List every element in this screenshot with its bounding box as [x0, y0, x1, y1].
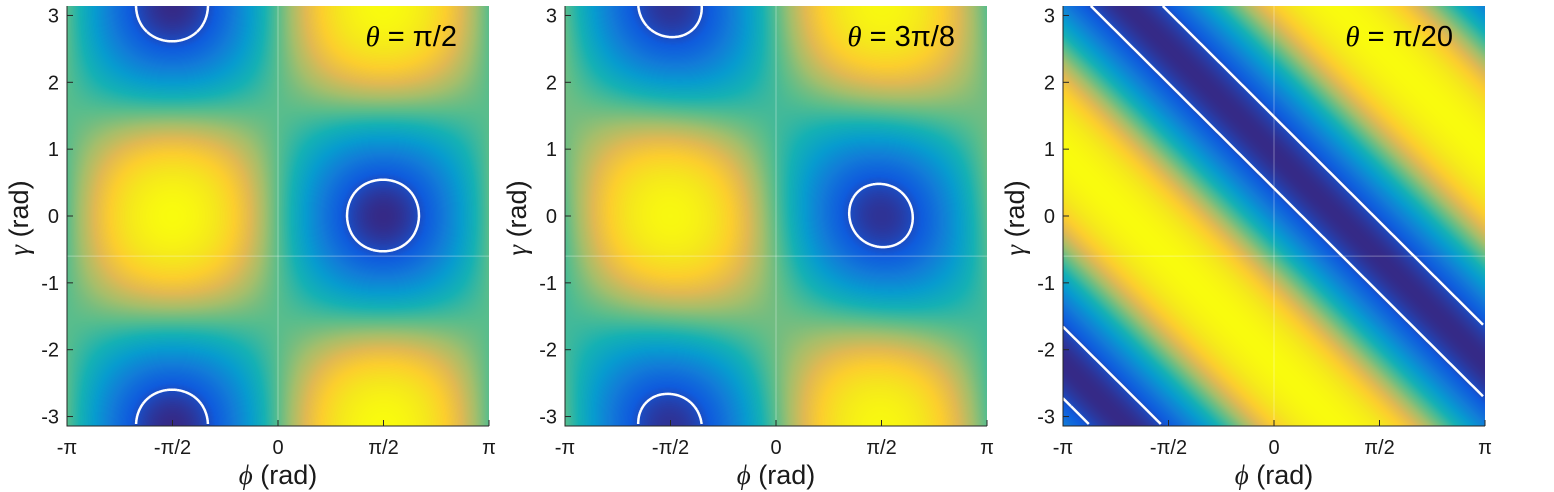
- x-tick-label: π: [1478, 437, 1492, 459]
- x-tick-label: -π/2: [154, 437, 191, 459]
- y-tick-label: 2: [1044, 72, 1055, 94]
- y-axis-unit: (rad): [502, 180, 532, 245]
- contour-line: [636, 5, 915, 425]
- y-tick-label: 1: [1044, 139, 1055, 161]
- y-axis-symbol: γ: [1000, 244, 1030, 256]
- contour-line: [1062, 5, 1484, 425]
- y-tick-label: 1: [48, 139, 59, 161]
- x-tick-label: π/2: [1364, 437, 1394, 459]
- x-axis-unit: (rad): [751, 460, 816, 490]
- title-symbol: θ: [366, 21, 380, 53]
- y-tick-label: 2: [546, 72, 557, 94]
- y-tick-label: -3: [41, 407, 59, 429]
- title-value: = π/2: [380, 21, 457, 53]
- y-axis-symbol: γ: [4, 244, 34, 256]
- x-axis-unit: (rad): [1249, 460, 1314, 490]
- x-axis-symbol: ϕ: [1235, 460, 1249, 490]
- y-tick-label: -2: [1037, 340, 1055, 362]
- x-tick-label: π: [482, 437, 496, 459]
- y-axis-symbol: γ: [502, 244, 532, 256]
- chart-title: θ = π/2: [366, 21, 458, 53]
- chart-title: θ = 3π/8: [847, 21, 955, 53]
- y-tick-label: 3: [546, 5, 557, 27]
- title-symbol: θ: [847, 21, 861, 53]
- chart-panel: -π -π/2 0 π/2 π 3 2 1 0 -1 -2 -3 ϕ (rad) γ (rad) θ = π…: [0, 0, 500, 492]
- y-tick-label: 0: [546, 206, 557, 228]
- y-tick-label: -1: [1037, 273, 1055, 295]
- y-axis-unit: (rad): [1000, 180, 1030, 245]
- title-value: = π/20: [1360, 21, 1453, 53]
- x-axis-symbol: ϕ: [737, 460, 751, 490]
- x-tick-label: 0: [272, 437, 283, 459]
- x-tick-label: π/2: [368, 437, 398, 459]
- y-tick-label: 0: [1044, 206, 1055, 228]
- x-axis-symbol: ϕ: [239, 460, 253, 490]
- chart-panel: -π -π/2 0 π/2 π 3 2 1 0 -1 -2 -3 ϕ (rad) γ (rad) θ = π…: [996, 0, 1496, 492]
- y-tick-label: -2: [41, 340, 59, 362]
- x-tick-label: 0: [1268, 437, 1279, 459]
- y-axis-label: γ (rad): [502, 180, 532, 255]
- y-tick-label: 2: [48, 72, 59, 94]
- title-value: = 3π/8: [862, 21, 955, 53]
- chart-title: θ = π/20: [1345, 21, 1453, 53]
- y-tick-label: 0: [48, 206, 59, 228]
- y-tick-label: -3: [539, 407, 557, 429]
- x-tick-label: -π/2: [1150, 437, 1187, 459]
- y-tick-label: 1: [546, 139, 557, 161]
- x-tick-label: 0: [770, 437, 781, 459]
- x-tick-label: π/2: [866, 437, 896, 459]
- chart-panel: -π -π/2 0 π/2 π 3 2 1 0 -1 -2 -3 ϕ (rad) γ (rad) θ = 3…: [498, 0, 998, 492]
- x-tick-label: -π: [555, 437, 575, 459]
- y-axis-label: γ (rad): [1000, 180, 1030, 255]
- x-tick-label: -π: [1053, 437, 1073, 459]
- y-axis-label: γ (rad): [4, 180, 34, 255]
- x-tick-label: π: [980, 437, 994, 459]
- x-axis-label: ϕ (rad): [1235, 460, 1314, 490]
- y-tick-label: 3: [1044, 5, 1055, 27]
- y-tick-label: -1: [41, 273, 59, 295]
- x-axis-label: ϕ (rad): [239, 460, 318, 490]
- x-axis-label: ϕ (rad): [737, 460, 816, 490]
- y-tick-label: 3: [48, 5, 59, 27]
- x-axis-unit: (rad): [253, 460, 318, 490]
- heatmap-image: [1063, 6, 1485, 426]
- x-tick-label: -π/2: [652, 437, 689, 459]
- contour-line: [134, 5, 421, 425]
- x-tick-label: -π: [57, 437, 77, 459]
- y-axis-unit: (rad): [4, 180, 34, 245]
- title-symbol: θ: [1345, 21, 1359, 53]
- y-tick-label: -1: [539, 273, 557, 295]
- y-tick-label: -3: [1037, 407, 1055, 429]
- y-tick-label: -2: [539, 340, 557, 362]
- heatmap-image: [565, 6, 987, 426]
